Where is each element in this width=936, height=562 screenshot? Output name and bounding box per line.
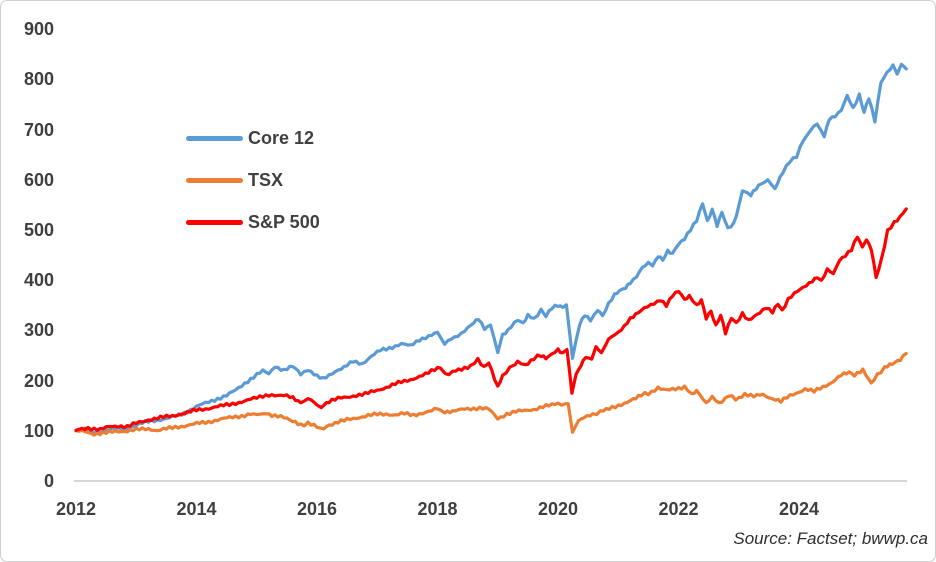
x-tick-label: 2020 [537,499,579,519]
source-note: Source: Factset; bwwp.ca [733,529,928,548]
legend-label-core12: Core 12 [248,127,315,148]
y-tick-label: 300 [23,320,54,341]
legend-label-sp500: S&P 500 [248,211,320,232]
x-tick-label: 2024 [778,499,820,519]
y-tick-label: 900 [23,19,54,40]
y-tick-label: 800 [23,69,54,90]
x-tick-label: 2014 [176,499,217,519]
y-tick-label: 400 [23,270,54,291]
tsx-line-swatch-icon [186,177,243,183]
y-tick-label: 500 [23,220,54,240]
x-tick-label: 2018 [417,499,458,519]
y-tick-label: 200 [23,370,54,391]
series-line-s-p-500 [74,207,908,432]
series-line-tsx [74,351,908,437]
legend-label-tsx: TSX [248,169,284,190]
series-line-core-12 [74,62,908,435]
y-tick-label: 0 [43,471,54,491]
legend-item-core12: Core 12 [186,128,314,148]
y-tick-label: 700 [23,119,54,140]
legend-item-sp500: S&P 500 [186,212,320,232]
core12-line-swatch-icon [186,135,243,141]
y-tick-label: 600 [23,169,54,190]
x-tick-label: 2016 [296,499,338,519]
sp500-line-swatch-icon [186,219,243,225]
x-tick-label: 2022 [658,499,699,519]
y-tick-label: 100 [23,420,54,441]
legend-item-tsx: TSX [186,170,283,190]
x-tick-label: 2012 [55,499,97,519]
